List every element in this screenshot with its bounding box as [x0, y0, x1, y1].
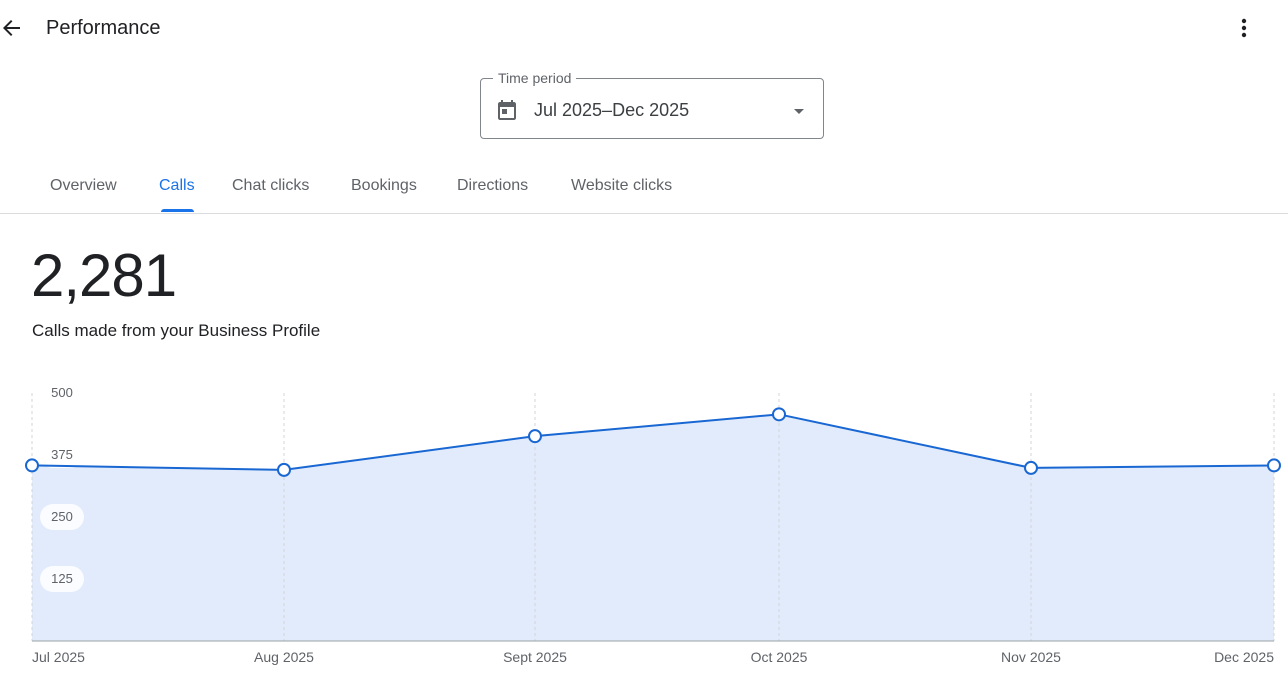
more-options-button[interactable]: [1232, 14, 1256, 42]
area-fill: [32, 414, 1274, 641]
y-tick-label-250: 250: [51, 509, 73, 524]
time-period-select[interactable]: Time period Jul 2025–Dec 2025: [480, 70, 824, 139]
x-tick-label-2: Sept 2025: [503, 649, 567, 665]
total-calls-value: 2,281: [31, 242, 177, 309]
time-period-label: Time period: [493, 70, 577, 86]
tab-calls[interactable]: Calls: [159, 177, 195, 194]
data-point-5: [1267, 458, 1281, 473]
data-point-2: [528, 429, 542, 444]
data-point-4: [1024, 460, 1038, 475]
calendar-icon: [498, 100, 516, 120]
y-tick-bg-375: [40, 442, 84, 468]
x-tick-label-0: Jul 2025: [32, 649, 85, 665]
back-button[interactable]: [0, 12, 24, 44]
data-point-3: [772, 407, 786, 422]
y-tick-bg-250: [40, 504, 84, 530]
x-tick-label-1: Aug 2025: [254, 649, 314, 665]
calls-chart: 500 375 250 125 Jul 2025 Aug 2025 Sept 2025 Oct…: [0, 380, 1288, 690]
data-point-0: [25, 458, 39, 473]
y-tick-label-375: 375: [51, 447, 73, 462]
page-title: Performance: [46, 17, 161, 39]
tab-website-clicks[interactable]: Website clicks: [571, 177, 673, 194]
calls-chart-svg: 500 375 250 125 Jul 2025 Aug 2025 Sept 2025 Oct…: [25, 380, 1281, 665]
y-tick-label-500: 500: [51, 385, 73, 400]
active-tab-indicator: [161, 209, 194, 212]
y-tick-label-125: 125: [51, 571, 73, 586]
series-line-calls: [31, 413, 1275, 471]
metric-tabs: Overview Calls Chat clicks Bookings Dire…: [0, 160, 1288, 214]
total-calls-caption: Calls made from your Business Profile: [32, 321, 321, 340]
tab-bookings[interactable]: Bookings: [351, 177, 417, 194]
time-period-value: Jul 2025–Dec 2025: [534, 100, 690, 120]
tab-overview[interactable]: Overview: [50, 177, 117, 194]
x-tick-label-3: Oct 2025: [751, 649, 808, 665]
x-tick-label-5: Dec 2025: [1214, 649, 1274, 665]
y-tick-bg-500: [40, 380, 84, 406]
tab-chat-clicks[interactable]: Chat clicks: [232, 177, 310, 194]
more-vert-icon: [1241, 18, 1247, 38]
arrow-back-icon: [3, 20, 20, 36]
tab-directions[interactable]: Directions: [457, 177, 529, 194]
arrow-drop-down-icon: [794, 109, 804, 114]
data-point-1: [277, 462, 291, 477]
y-tick-bg-125: [40, 566, 84, 592]
x-tick-label-4: Nov 2025: [1001, 649, 1061, 665]
top-app-bar: Performance: [0, 0, 1288, 56]
